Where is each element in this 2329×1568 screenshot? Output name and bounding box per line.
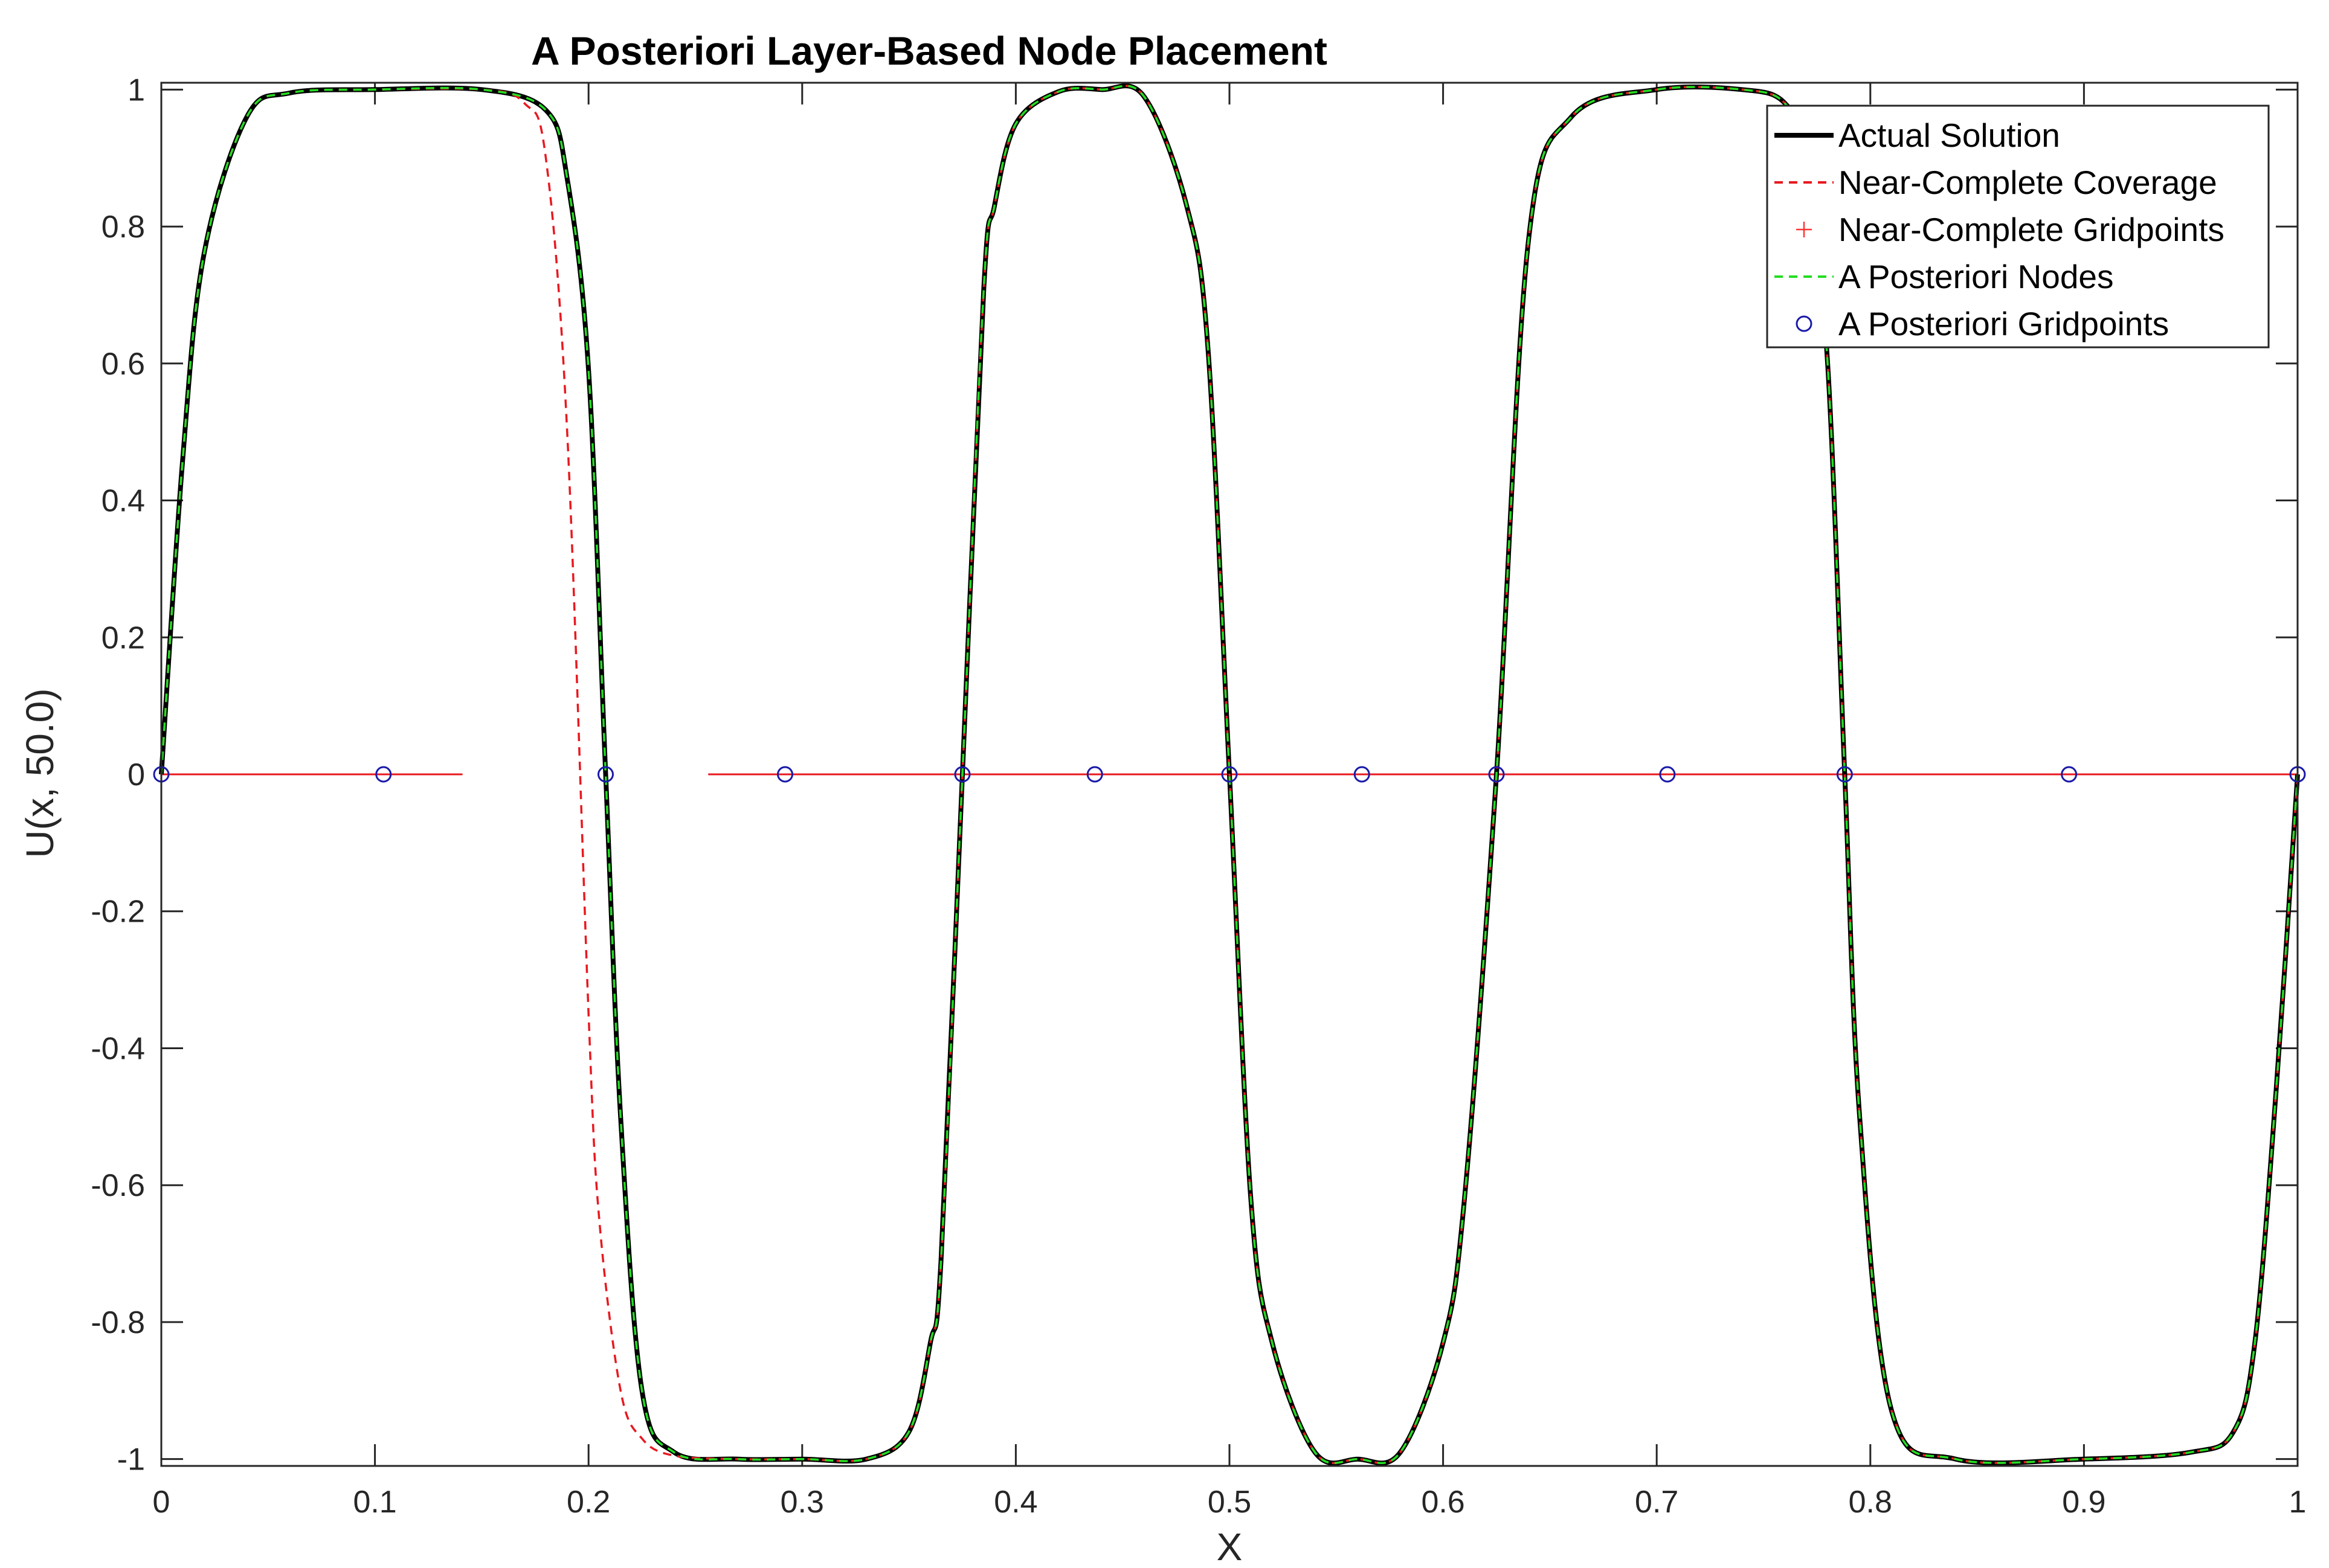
y-axis-label: U(x, 50.0) xyxy=(18,689,62,858)
a-posteriori-gridpoint xyxy=(1836,766,1853,783)
a-posteriori-gridpoint xyxy=(954,766,971,783)
y-tick-label: -0.8 xyxy=(91,1305,145,1340)
y-tick-label: 0 xyxy=(127,757,145,792)
legend-entry-label: A Posteriori Nodes xyxy=(1838,258,2114,295)
x-tick-label: 0.5 xyxy=(1208,1485,1251,1520)
a-posteriori-gridpoint xyxy=(777,766,794,783)
legend-entry-label: Near-Complete Coverage xyxy=(1838,164,2217,201)
y-tick-label: -1 xyxy=(117,1442,145,1477)
y-tick-label: 0.4 xyxy=(101,484,145,519)
x-tick-label: 0.8 xyxy=(1849,1485,1892,1520)
a-posteriori-gridpoint xyxy=(1488,766,1505,783)
axes-box xyxy=(160,82,2299,1467)
y-tick-label: 0.8 xyxy=(101,210,145,245)
a-posteriori-gridpoint xyxy=(375,766,392,783)
legend-entry-label: A Posteriori Gridpoints xyxy=(1838,305,2169,342)
x-tick-label: 0.2 xyxy=(567,1485,610,1520)
a-posteriori-nodes-line xyxy=(160,85,2299,1464)
x-tick-label: 0.3 xyxy=(781,1485,824,1520)
x-tick-label: 0.1 xyxy=(353,1485,396,1520)
a-posteriori-gridpoint xyxy=(2061,766,2078,783)
y-tick-label: 0.6 xyxy=(101,347,145,382)
y-ticks: 1 0.8 0.6 0.4 0.2 0 -0.2 -0.4 -0.6 -0.8 -1 xyxy=(91,72,2298,1477)
a-posteriori-gridpoint xyxy=(1086,766,1103,783)
legend-entry-label: Actual Solution xyxy=(1838,117,2060,154)
chart-title: A Posteriori Layer-Based Node Placement xyxy=(531,28,1327,73)
legend-swatch-ap-gridpoints xyxy=(1796,315,1812,332)
y-tick-label: -0.2 xyxy=(91,895,145,930)
a-posteriori-gridpoint xyxy=(1353,766,1370,783)
legend-entry-label: Near-Complete Gridpoints xyxy=(1838,211,2224,248)
x-tick-label: 0.9 xyxy=(2062,1485,2105,1520)
near-complete-coverage-line xyxy=(160,85,2299,1464)
y-tick-label: -0.4 xyxy=(91,1031,145,1066)
a-posteriori-gridpoint xyxy=(597,766,614,783)
x-tick-label: 0 xyxy=(153,1485,170,1520)
y-tick-label: -0.6 xyxy=(91,1168,145,1203)
x-ticks: 0 0.1 0.2 0.3 0.4 0.5 0.6 0.7 0.8 0.9 1 xyxy=(153,83,2307,1520)
legend: Actual Solution Near-Complete Coverage Nea… xyxy=(1766,104,2270,349)
x-tick-label: 0.7 xyxy=(1635,1485,1678,1520)
x-axis-label: X xyxy=(1217,1525,1243,1568)
y-tick-label: 0.2 xyxy=(101,620,145,655)
series-layer xyxy=(153,83,2306,1466)
a-posteriori-gridpoint xyxy=(1221,766,1238,783)
a-posteriori-gridpoint xyxy=(1659,766,1676,783)
x-tick-label: 0.6 xyxy=(1421,1485,1464,1520)
legend-box xyxy=(1766,104,2270,349)
x-tick-label: 1 xyxy=(2289,1485,2307,1520)
y-tick-label: 1 xyxy=(127,72,145,108)
x-tick-label: 0.4 xyxy=(994,1485,1037,1520)
plot-area xyxy=(153,83,2306,1466)
